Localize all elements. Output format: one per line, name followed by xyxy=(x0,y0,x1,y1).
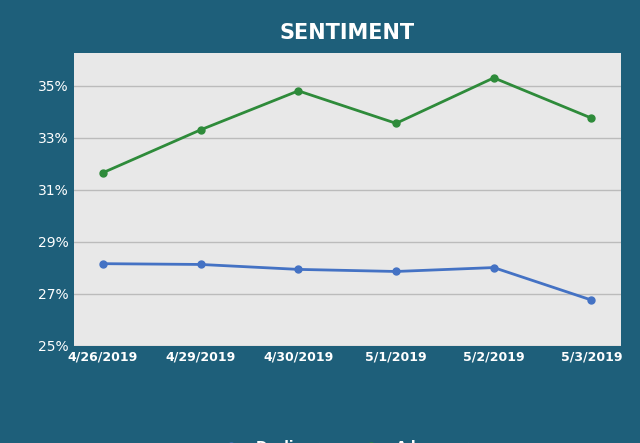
Advancers xyxy=(588,116,595,121)
Line: Advancers: Advancers xyxy=(99,74,595,176)
Decliners xyxy=(99,261,107,266)
Advancers xyxy=(196,127,204,132)
Legend: Decliners, Advancers: Decliners, Advancers xyxy=(211,434,483,443)
Decliners xyxy=(490,265,498,270)
Advancers xyxy=(490,75,498,81)
Line: Decliners: Decliners xyxy=(99,260,595,303)
Title: SENTIMENT: SENTIMENT xyxy=(280,23,415,43)
Decliners xyxy=(294,267,302,272)
Advancers xyxy=(392,120,400,126)
Decliners xyxy=(588,297,595,303)
Advancers xyxy=(294,88,302,93)
Decliners xyxy=(196,262,204,267)
Decliners xyxy=(392,269,400,274)
Advancers xyxy=(99,170,107,175)
